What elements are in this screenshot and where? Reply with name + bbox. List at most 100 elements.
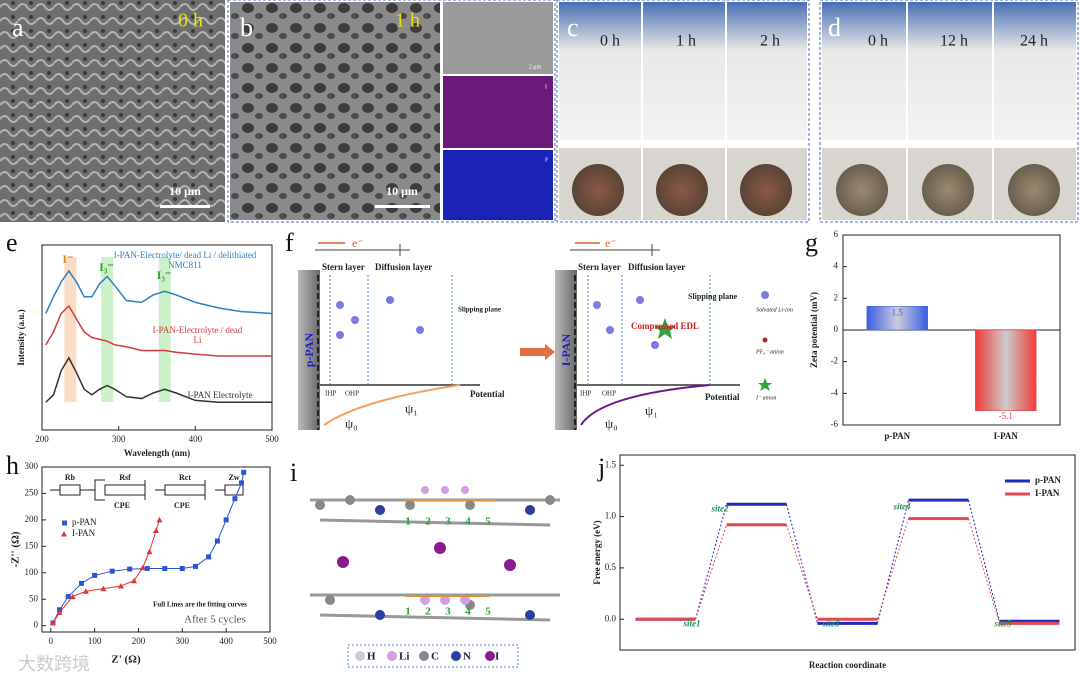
panel-label: f [285, 228, 294, 257]
axis-label: Potential [470, 389, 505, 399]
x-tick-label: 300 [112, 434, 126, 444]
y-tick-label: 0.5 [605, 562, 617, 572]
circuit-element [164, 484, 206, 496]
panel-label: i [290, 458, 297, 487]
y-axis-label: Free energy (eV) [592, 520, 602, 584]
point [109, 568, 115, 574]
band-label: I₃⁻ [99, 260, 114, 274]
x-tick-label: 100 [88, 636, 102, 646]
y-tick-label: 200 [25, 514, 39, 524]
x-tick-label: p-PAN [884, 431, 910, 441]
layer-label: Diffusion layer [375, 262, 432, 272]
legend-label: I-PAN [72, 528, 96, 538]
electron-label: e⁻ [352, 236, 364, 250]
time-label: 0 h [178, 10, 203, 32]
panel-label: h [6, 451, 19, 480]
y-tick-label: 0 [34, 620, 39, 630]
x-tick-label: I-PAN [994, 431, 1019, 441]
psi-label: ψ₁ [645, 403, 658, 418]
photo-group [559, 2, 807, 220]
legend-label: PF₆⁻ anion [755, 349, 784, 355]
ohp-label: OHP [602, 390, 616, 398]
site-number: 2 [425, 606, 431, 618]
annotation: Full Lines are the fitting curves [153, 601, 247, 609]
panel-border [556, 0, 810, 223]
annotation: After 5 cycles [184, 614, 246, 626]
spectrum-line [45, 356, 272, 403]
map-image [443, 150, 553, 220]
value-label: 1.5 [892, 307, 904, 317]
sem-image [230, 2, 440, 220]
point [100, 585, 107, 592]
circuit-element [104, 484, 146, 496]
curve-label: I-PAN-Electrolyte / dead Li [153, 325, 243, 345]
y-tick-label: 2 [834, 292, 839, 302]
point [127, 566, 133, 572]
legend-label: Li [399, 651, 409, 663]
x-tick-label: 500 [265, 434, 279, 444]
point [117, 582, 124, 589]
x-tick-label: 500 [263, 636, 277, 646]
point [92, 572, 98, 578]
panel-label: b [240, 13, 253, 42]
x-tick-label: 200 [35, 434, 49, 444]
legend-marker [61, 531, 67, 537]
sem-image [0, 0, 225, 222]
panel-label: e [6, 228, 18, 257]
scale-label: 10 μm [386, 184, 418, 198]
y-tick-label: 50 [29, 593, 39, 603]
band [101, 257, 114, 402]
x-axis-label: Wavelength (nm) [124, 448, 190, 458]
legend-label: I⁻ anion [755, 395, 776, 401]
site-label: site5 [994, 618, 1012, 628]
site-number: 2 [425, 516, 431, 528]
x-tick-label: 400 [219, 636, 233, 646]
x-tick-label: 200 [132, 636, 146, 646]
panel-label: j [597, 453, 605, 482]
point [56, 609, 63, 615]
y-tick-label: 250 [25, 488, 39, 498]
point [162, 566, 168, 572]
layer-label: Stern layer [322, 262, 365, 272]
y-tick-label: 100 [25, 567, 39, 577]
point [49, 620, 56, 626]
point [65, 594, 71, 600]
y-tick-label: 150 [25, 540, 39, 550]
electrode-label: p-PAN [302, 332, 316, 367]
legend-marker [62, 520, 67, 526]
panel-label: a [12, 13, 24, 42]
y-tick-label: 300 [25, 461, 39, 471]
axis-frame [41, 244, 273, 431]
map-label: I [545, 84, 547, 90]
y-axis-label: -Z'' (Ω) [10, 531, 22, 567]
panel-border [227, 0, 556, 223]
map-image [443, 76, 553, 148]
point [239, 480, 244, 486]
x-tick-label: 400 [189, 434, 203, 444]
site-label: site2 [711, 503, 729, 513]
electron-label: e⁻ [605, 236, 617, 250]
time-label: 2 h [760, 33, 780, 50]
site-label: site1 [683, 618, 701, 628]
axis-label: Potential [705, 392, 740, 402]
panel-label: c [567, 13, 579, 42]
watermark: 大数跨境 [18, 654, 90, 675]
scale-label: 10 μm [169, 184, 201, 198]
spectrum-line [45, 269, 273, 315]
circuit-label: CPE [114, 501, 130, 510]
circuit-label: Zw [228, 473, 239, 482]
photo-group [822, 2, 1076, 220]
time-label: 1 h [395, 10, 420, 32]
map-label: F [545, 157, 549, 163]
psi-label: ψ₀ [605, 416, 618, 431]
connector [695, 504, 727, 620]
site-number: 3 [445, 606, 451, 618]
connector [877, 518, 909, 620]
band-label: I⁻ [62, 252, 73, 266]
y-tick-label: 1.5 [605, 459, 617, 469]
x-tick-label: 300 [176, 636, 190, 646]
bar [975, 329, 1037, 411]
connector [968, 518, 1000, 624]
legend-label: N [463, 651, 471, 663]
point [82, 588, 89, 594]
